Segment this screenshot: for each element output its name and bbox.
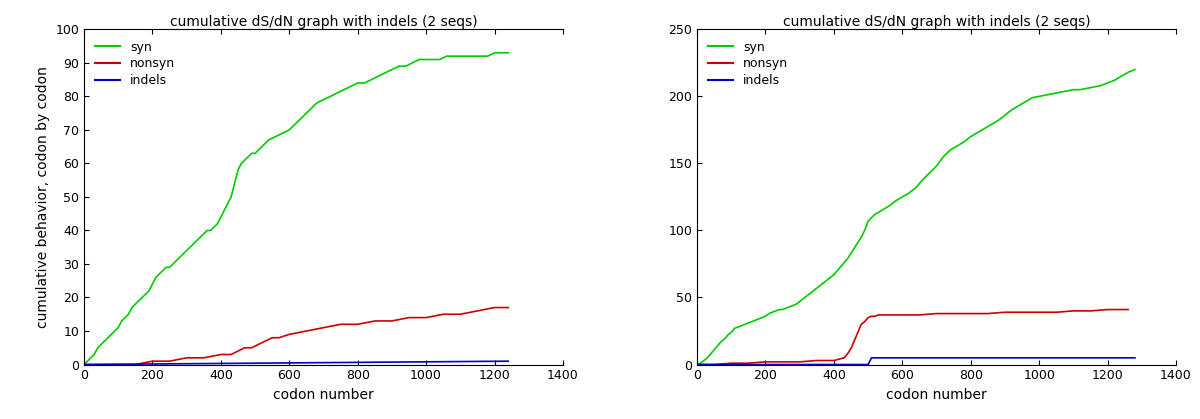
X-axis label: codon number: codon number xyxy=(274,388,374,402)
Title: cumulative dS/dN graph with indels (2 seqs): cumulative dS/dN graph with indels (2 se… xyxy=(782,16,1091,29)
Y-axis label: cumulative behavior, codon by codon: cumulative behavior, codon by codon xyxy=(36,66,49,328)
X-axis label: codon number: codon number xyxy=(886,388,986,402)
Legend: syn, nonsyn, indels: syn, nonsyn, indels xyxy=(703,36,793,92)
Title: cumulative dS/dN graph with indels (2 seqs): cumulative dS/dN graph with indels (2 se… xyxy=(169,16,478,29)
Legend: syn, nonsyn, indels: syn, nonsyn, indels xyxy=(90,36,180,92)
